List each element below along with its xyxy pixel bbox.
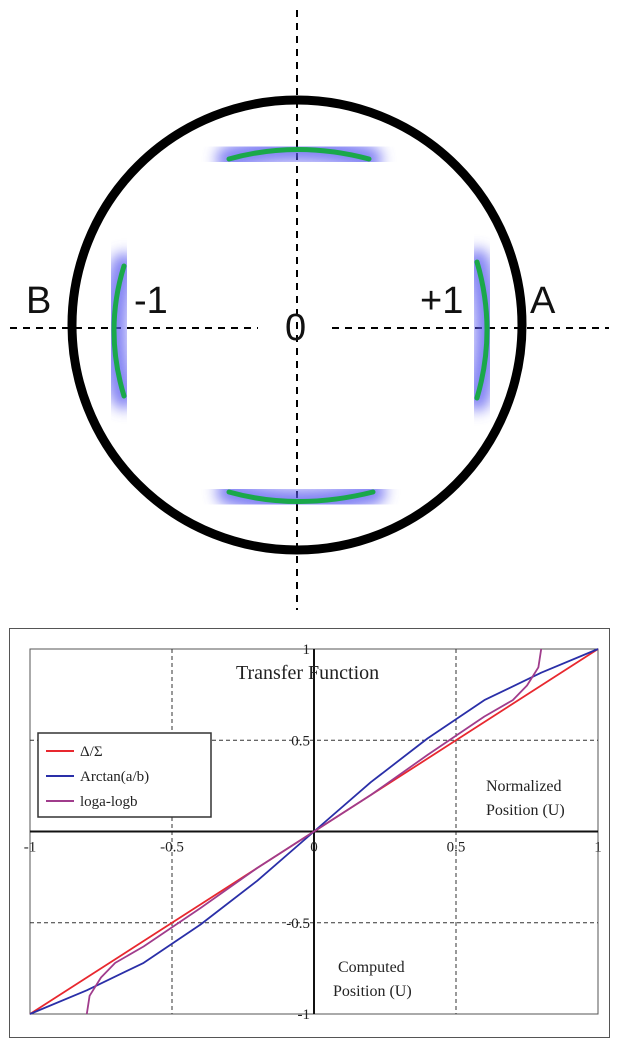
electrode-right [464,249,500,411]
legend-label-delta-sigma: Δ/Σ [80,744,103,760]
y-axis-label-line2: Position (U) [333,983,412,1000]
series-line-2 [85,648,543,1015]
legend: Δ/Σ Arctan(a/b) loga-logb [37,732,212,818]
label-minus-one: -1 [134,280,168,322]
label-a: A [530,280,556,322]
x-tick-label: -1 [24,840,37,856]
sensor-ring [67,95,527,555]
position-sensor-diagram: B -1 0 +1 A [10,10,609,610]
label-zero: 0 [285,307,306,349]
y-tick-label: -0.5 [286,916,310,932]
x-tick-label: -0.5 [160,840,184,856]
y-tick-label: 0.5 [291,733,310,749]
x-axis-label-line2: Position (U) [486,802,565,819]
y-axis-label-line1: Computed [338,959,405,976]
y-tick-label: -1 [298,1007,311,1023]
x-axis-label-line1: Normalized [486,778,562,795]
legend-label-log: loga-logb [80,794,138,810]
x-tick-label: 0 [310,840,318,856]
x-tick-label: 1 [594,840,602,856]
electrode-top [216,136,382,172]
label-plus-one: +1 [420,280,463,322]
electrode-bottom [216,479,386,515]
chart-title: Transfer Function [236,662,379,684]
tick-labels: -1 -0.5 0 0.5 1 1 0.5 -0.5 -1 [24,642,602,1023]
x-tick-label: 0.5 [447,840,466,856]
chart-plot-area: -1 -0.5 0 0.5 110.5-0.5-1 Transfer Function … [24,642,602,1023]
legend-label-arctan: Arctan(a/b) [80,769,149,785]
transfer-function-chart: -1 -0.5 0 0.5 1 1 0.5 -0.5 -1 Transfer Function … [9,628,610,1038]
label-b: B [26,280,51,322]
series-lines [29,648,599,1015]
electrode-left [101,253,137,409]
y-tick-label: 1 [303,642,311,658]
